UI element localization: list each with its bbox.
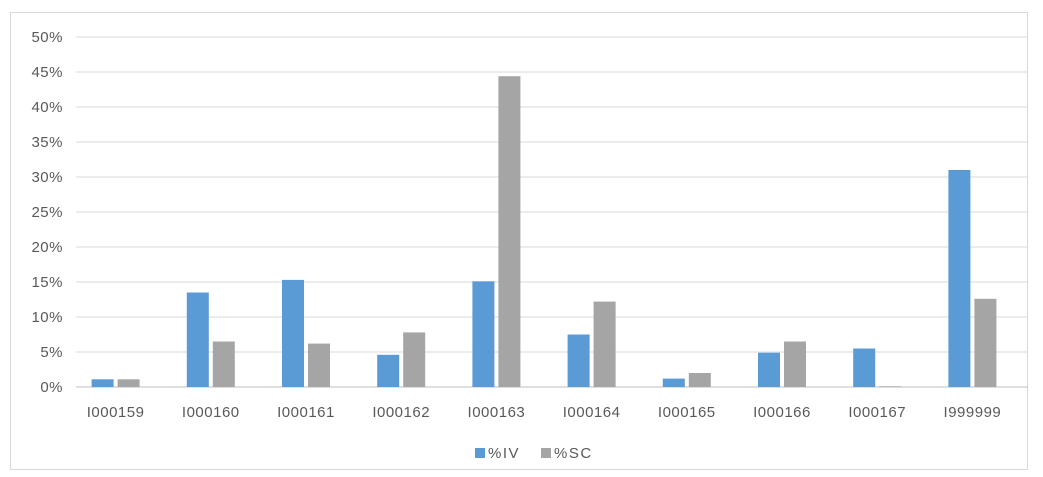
y-tick-label: 30% xyxy=(31,169,63,186)
y-tick-label: 45% xyxy=(31,64,63,81)
bar-iv xyxy=(758,352,780,387)
bar-iv xyxy=(662,378,685,387)
bar-sc xyxy=(212,341,235,387)
y-tick-label: 35% xyxy=(31,134,63,151)
y-axis-ticks: 0% 5% 10% 15% 20% 25% 30% 35% 40% 45% 50% xyxy=(31,29,63,396)
y-tick-label: 0% xyxy=(40,379,63,396)
legend-swatch xyxy=(475,448,485,458)
legend-label: %IV xyxy=(488,445,520,462)
y-tick-label: 10% xyxy=(31,309,63,326)
bar-iv xyxy=(948,170,971,387)
x-tick-label: I000159 xyxy=(87,404,145,421)
bar-iv xyxy=(472,281,495,387)
bar-iv xyxy=(282,279,304,387)
x-tick-label: I000162 xyxy=(372,404,430,421)
bar-iv xyxy=(853,348,876,387)
bar-sc xyxy=(498,76,521,387)
x-axis-ticks: I000159 I000160 I000161 I000162 I000163 I0001… xyxy=(87,404,1002,421)
y-tick-label: 15% xyxy=(31,274,63,291)
bar-iv xyxy=(91,379,114,387)
gridlines xyxy=(76,36,1028,388)
bar-sc xyxy=(688,373,711,387)
y-tick-label: 20% xyxy=(31,239,63,256)
legend: %IV %SC xyxy=(475,445,593,462)
bar-iv xyxy=(186,292,209,387)
x-tick-label: I000164 xyxy=(563,404,621,421)
bar-sc xyxy=(974,298,997,387)
bars xyxy=(91,76,997,387)
x-tick-label: I000163 xyxy=(468,404,526,421)
x-tick-label: I000161 xyxy=(277,404,335,421)
y-tick-label: 5% xyxy=(40,344,63,361)
bar-sc xyxy=(308,343,330,387)
legend-swatch xyxy=(541,448,551,458)
bar-sc xyxy=(117,379,140,387)
x-tick-label: I000166 xyxy=(753,404,811,421)
x-tick-label: I000167 xyxy=(848,404,906,421)
y-tick-label: 40% xyxy=(31,99,63,116)
bar-sc xyxy=(784,341,806,387)
bar-iv xyxy=(567,334,590,387)
y-tick-label: 25% xyxy=(31,204,63,221)
bar-sc xyxy=(403,332,426,387)
x-tick-label: I999999 xyxy=(944,404,1002,421)
y-tick-label: 50% xyxy=(31,29,63,46)
bar-sc xyxy=(593,301,616,387)
bar-iv xyxy=(377,354,400,387)
x-tick-label: I000160 xyxy=(182,404,240,421)
bar-sc xyxy=(879,386,902,387)
x-tick-label: I000165 xyxy=(658,404,716,421)
legend-label: %SC xyxy=(554,445,593,462)
